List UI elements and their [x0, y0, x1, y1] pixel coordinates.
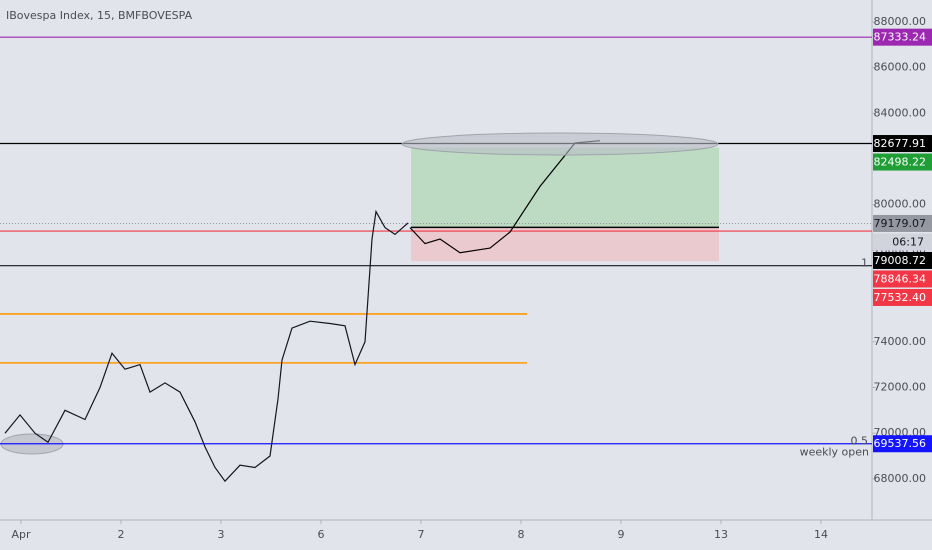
y-tick-label: 68000.00	[874, 472, 927, 485]
price-tag-box	[873, 270, 932, 288]
highlight-ellipse	[401, 132, 719, 156]
axes: 68000.0070000.0072000.0074000.0076000.00…	[11, 15, 932, 541]
price-tag-label: 79179.07	[874, 217, 927, 230]
price-line	[4, 209, 409, 483]
price-tag-box	[873, 288, 932, 306]
price-tag-box	[873, 28, 932, 46]
price-tag-box	[873, 135, 932, 153]
x-tick-label: 8	[518, 528, 525, 541]
price-tag-label: 87333.24	[874, 31, 927, 44]
x-tick-label: 3	[218, 528, 225, 541]
price-tag: 79008.72	[873, 251, 932, 269]
level-note: weekly open	[800, 446, 869, 459]
price-tag-box	[873, 435, 932, 453]
price-tag: 78846.34	[873, 270, 932, 288]
x-tick-label: 6	[318, 528, 325, 541]
price-tag: 82498.22	[873, 153, 932, 171]
price-tag-label: 82677.91	[874, 137, 927, 150]
y-tick-label: 72000.00	[874, 380, 927, 393]
price-tag-box	[873, 153, 932, 171]
price-tag-label: 77532.40	[874, 291, 927, 304]
price-tag: 87333.24	[873, 28, 932, 46]
loss-zone	[411, 227, 719, 262]
price-tag: 06:17	[873, 233, 932, 251]
price-tag-box	[873, 251, 932, 269]
chart-title: IBovespa Index, 15, BMFBOVESPA	[6, 9, 193, 22]
x-tick-label: 9	[618, 528, 625, 541]
price-tag-label: 69537.56	[874, 437, 927, 450]
price-tag-label: 78846.34	[874, 272, 927, 285]
price-line	[409, 140, 601, 254]
fib-label: 0.5	[851, 435, 869, 448]
x-tick-label: 7	[418, 528, 425, 541]
price-tag: 77532.40	[873, 288, 932, 306]
y-tick-label: 80000.00	[874, 198, 927, 211]
price-tag: 69537.56	[873, 435, 932, 453]
profit-zone	[411, 147, 719, 228]
y-tick-label: 86000.00	[874, 61, 927, 74]
price-tag-box	[873, 233, 932, 251]
price-tag-label: 06:17	[892, 235, 924, 248]
price-tag-box	[873, 214, 932, 232]
x-tick-label: 2	[118, 528, 125, 541]
x-tick-label: Apr	[11, 528, 31, 541]
y-tick-label: 88000.00	[874, 15, 927, 28]
price-tag-label: 82498.22	[874, 156, 927, 169]
price-tag: 82677.91	[873, 135, 932, 153]
y-tick-label: 84000.00	[874, 106, 927, 119]
x-tick-label: 13	[714, 528, 728, 541]
y-tick-label: 74000.00	[874, 335, 927, 348]
x-tick-label: 14	[814, 528, 828, 541]
price-tag: 79179.07	[873, 214, 932, 232]
price-tag-label: 79008.72	[874, 254, 927, 267]
fib-label: 1	[861, 257, 868, 270]
